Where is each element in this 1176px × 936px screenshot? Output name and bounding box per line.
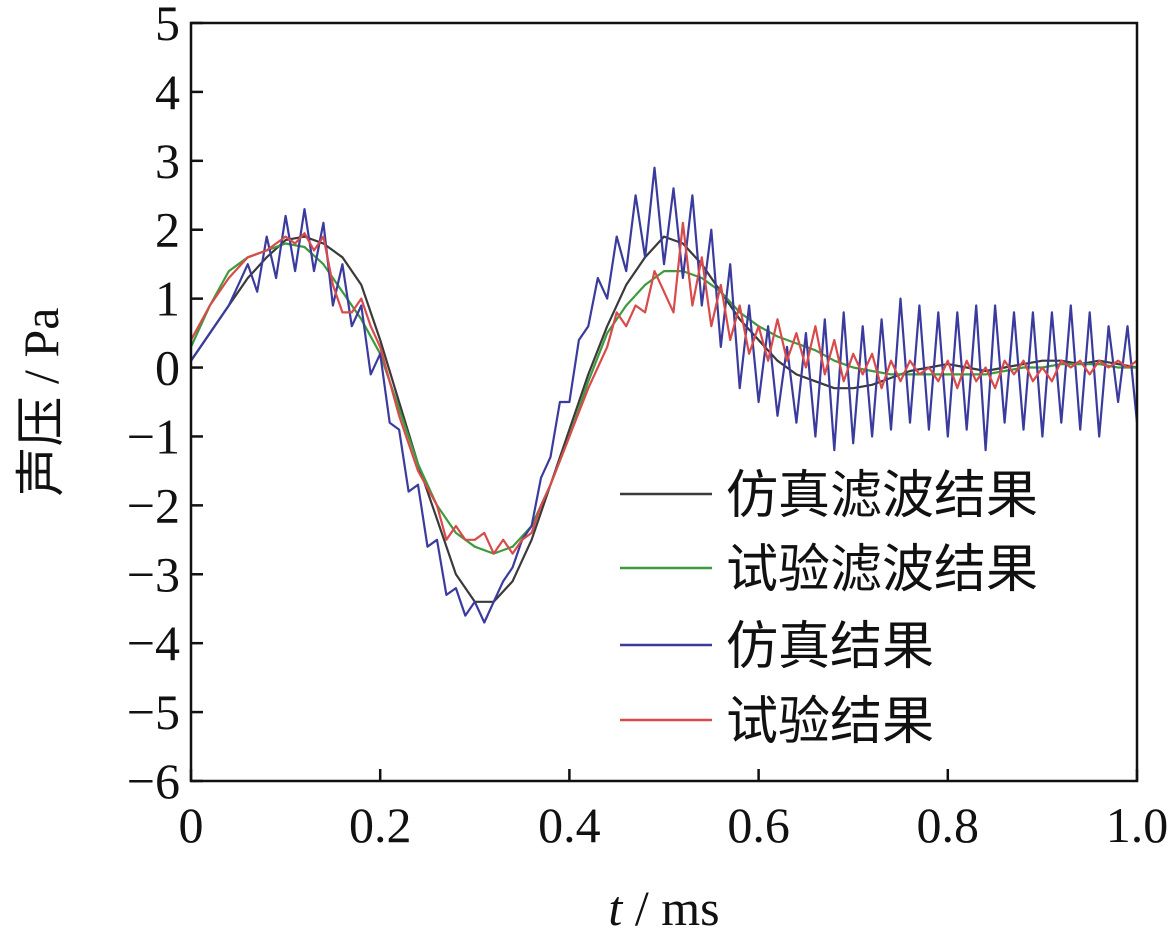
x-axis-title: t / ms [608,880,719,936]
x-tick-label: 0.2 [349,797,412,853]
series-line-4 [191,221,1137,555]
y-tick-label: −4 [127,615,180,671]
legend-label: 试验滤波结果 [726,542,1038,599]
x-tick-label: 0.8 [917,797,980,853]
legend-label: 仿真滤波结果 [726,468,1038,525]
y-tick-label: −1 [127,408,180,464]
y-tick-label: −2 [127,477,180,533]
y-tick-label: 1 [155,271,180,327]
x-tick-label: 1.0 [1106,797,1169,853]
y-axis-ticks: 5 4 3 2 1 0 −1 −2 −3 −4 −5 −6 [127,0,203,809]
x-axis-title-unit: / ms [622,880,719,936]
x-tick-label: 0 [179,797,204,853]
y-tick-label: −6 [127,753,180,809]
y-tick-label: −5 [127,684,180,740]
y-tick-label: 5 [155,0,180,51]
plot-frame [189,21,1139,783]
x-tick-label: 0.6 [727,797,790,853]
series-layer [191,166,1137,624]
x-axis-ticks: 0 0.2 0.4 0.6 0.8 1.0 [179,769,1169,853]
y-tick-label: 3 [155,133,180,189]
legend-label: 试验结果 [726,694,934,751]
y-tick-label: 0 [155,340,180,396]
x-tick-label: 0.4 [538,797,601,853]
series-line-3 [191,166,1137,624]
legend-label: 仿真结果 [726,619,934,676]
y-tick-label: 2 [155,202,180,258]
x-axis-title-symbol: t [608,880,623,936]
y-axis-title: 声压 / Pa [13,308,69,497]
y-tick-label: 4 [155,64,180,120]
y-tick-label: −3 [127,546,180,602]
